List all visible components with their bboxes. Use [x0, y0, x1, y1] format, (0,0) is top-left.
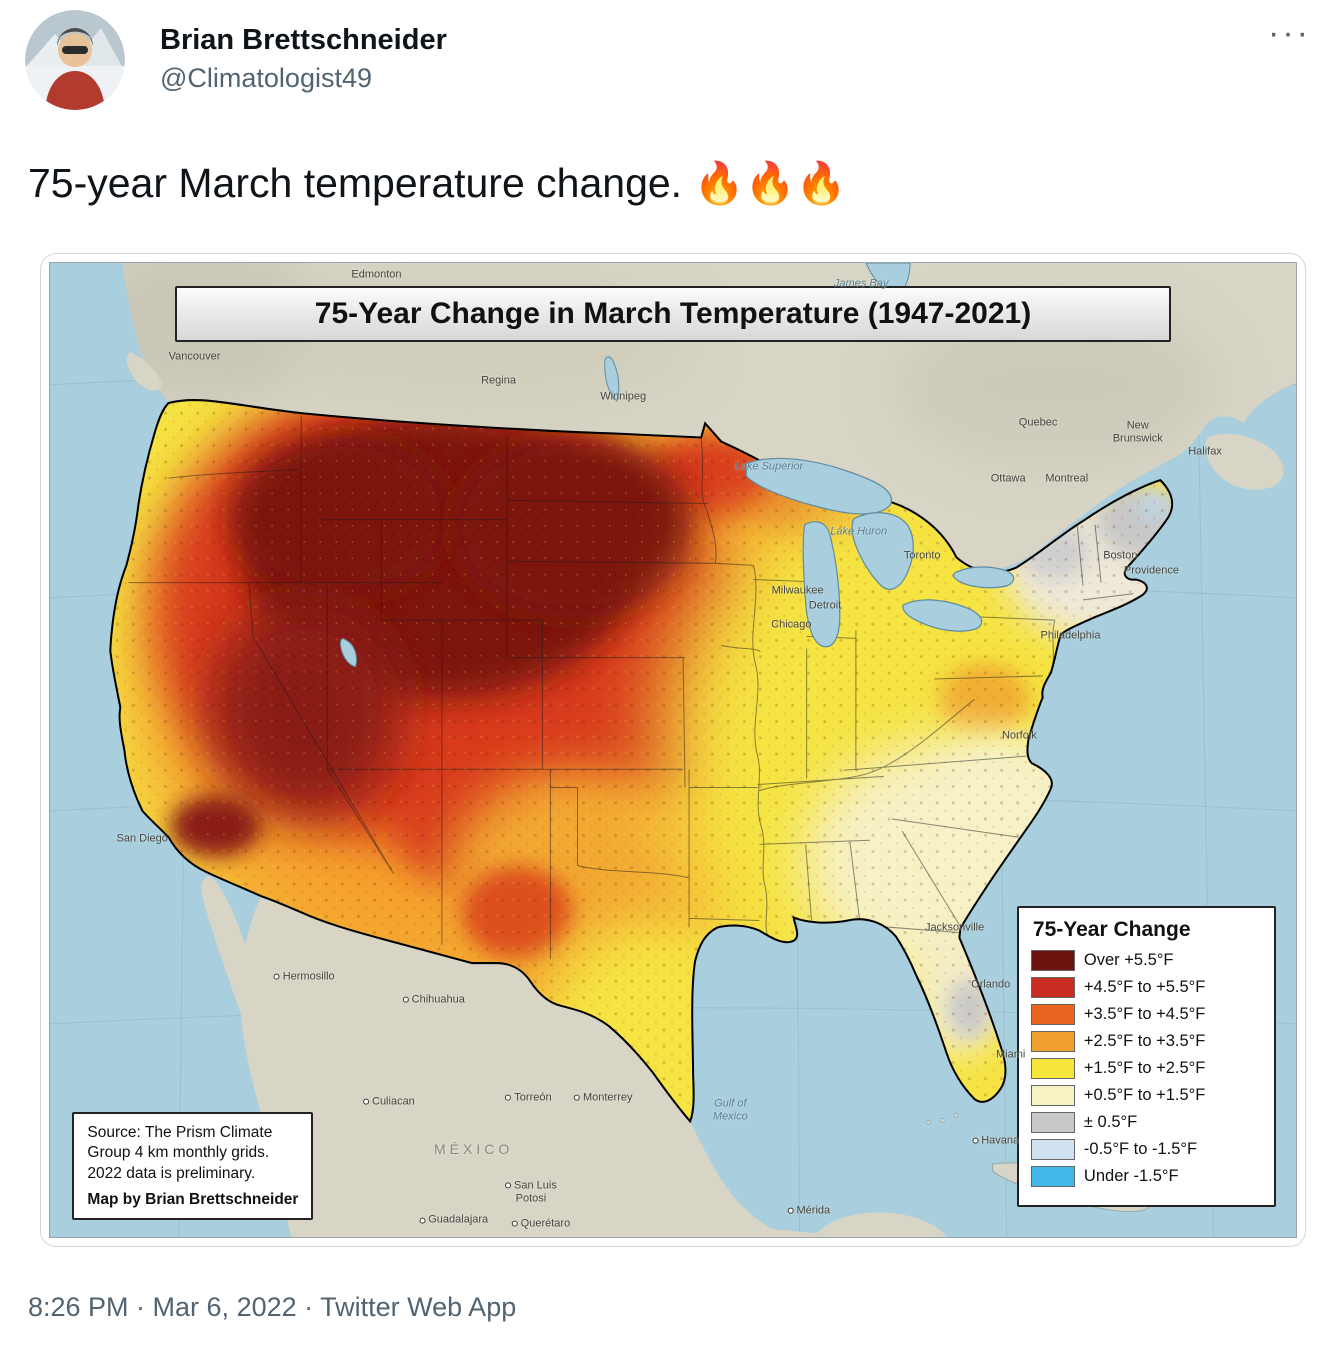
legend-title: 75-Year Change: [1032, 917, 1191, 941]
legend-label: -0.5°F to -1.5°F: [1083, 1139, 1198, 1158]
legend-swatch: [1030, 1165, 1075, 1187]
legend-item: +1.5°F to +2.5°F: [1030, 1057, 1262, 1079]
map-frame: 75-Year Change in March Temperature (194…: [49, 262, 1297, 1238]
legend-swatch: [1030, 1003, 1075, 1025]
legend-label: ± 0.5°F: [1083, 1112, 1138, 1131]
source-line: Group 4 km monthly grids.: [87, 1144, 270, 1162]
legend-label: +2.5°F to +3.5°F: [1083, 1031, 1206, 1050]
more-menu-icon[interactable]: ···: [1268, 14, 1311, 52]
mexico-landmass: [239, 896, 854, 1237]
yucatan: [813, 1212, 947, 1237]
legend-label: +3.5°F to +4.5°F: [1083, 1004, 1206, 1023]
nova-scotia: [1205, 433, 1284, 490]
legend-item: +4.5°F to +5.5°F: [1030, 976, 1262, 998]
legend-item: -0.5°F to -1.5°F: [1030, 1138, 1262, 1160]
legend-swatch: [1030, 1138, 1075, 1160]
legend-label: +1.5°F to +2.5°F: [1083, 1058, 1206, 1077]
legend-swatch: [1030, 1084, 1075, 1106]
map-title: 75-Year Change in March Temperature (194…: [174, 286, 1172, 343]
us-outline: [109, 399, 1174, 1124]
tweet-header: Brian Brettschneider @Climatologist49 ··…: [25, 10, 1319, 115]
legend-swatch: [1030, 1030, 1075, 1052]
great-lakes: [745, 457, 1015, 648]
baja-peninsula: [201, 876, 321, 1144]
legend-item: +0.5°F to +1.5°F: [1030, 1084, 1262, 1106]
author-block[interactable]: Brian Brettschneider @Climatologist49: [160, 22, 447, 97]
legend-item: +3.5°F to +4.5°F: [1030, 1003, 1262, 1025]
legend-swatch: [1030, 976, 1075, 998]
legend-label: Under -1.5°F: [1083, 1166, 1179, 1185]
source-line: 2022 data is preliminary.: [87, 1164, 256, 1182]
legend-item: Over +5.5°F: [1030, 949, 1262, 971]
map-legend: 75-Year Change Over +5.5°F +4.5°F to +5.5…: [1016, 905, 1277, 1207]
legend-item: +2.5°F to +3.5°F: [1030, 1030, 1262, 1052]
legend-items: Over +5.5°F +4.5°F to +5.5°F +3.5°F to +4.…: [1030, 949, 1262, 1187]
legend-item: Under -1.5°F: [1030, 1165, 1262, 1187]
author-handle: @Climatologist49: [160, 62, 372, 93]
legend-label: +4.5°F to +5.5°F: [1083, 977, 1206, 996]
legend-swatch: [1030, 949, 1075, 971]
tweet-timestamp: 8:26 PM · Mar 6, 2022 · Twitter Web App: [28, 1292, 517, 1322]
legend-label: Over +5.5°F: [1083, 950, 1174, 969]
tweet-media-card[interactable]: 75-Year Change in March Temperature (194…: [40, 253, 1306, 1247]
legend-label: +0.5°F to +1.5°F: [1083, 1085, 1206, 1104]
us-temperature-map: [50, 263, 1296, 1237]
vancouver-island: [126, 352, 163, 391]
source-line: Source: The Prism Climate: [87, 1124, 273, 1142]
avatar-image: [25, 10, 125, 110]
source-lines: Source: The Prism Climate Group 4 km mont…: [87, 1123, 298, 1183]
author-name: Brian Brettschneider: [160, 24, 447, 56]
legend-swatch: [1030, 1057, 1075, 1079]
source-credit: Map by Brian Brettschneider: [87, 1190, 299, 1208]
legend-swatch: [1030, 1111, 1075, 1133]
avatar[interactable]: [25, 10, 125, 110]
legend-item: ± 0.5°F: [1030, 1111, 1262, 1133]
map-source-box: Source: The Prism Climate Group 4 km mont…: [72, 1112, 314, 1220]
tweet-text: 75-year March temperature change. 🔥🔥🔥: [28, 160, 847, 206]
